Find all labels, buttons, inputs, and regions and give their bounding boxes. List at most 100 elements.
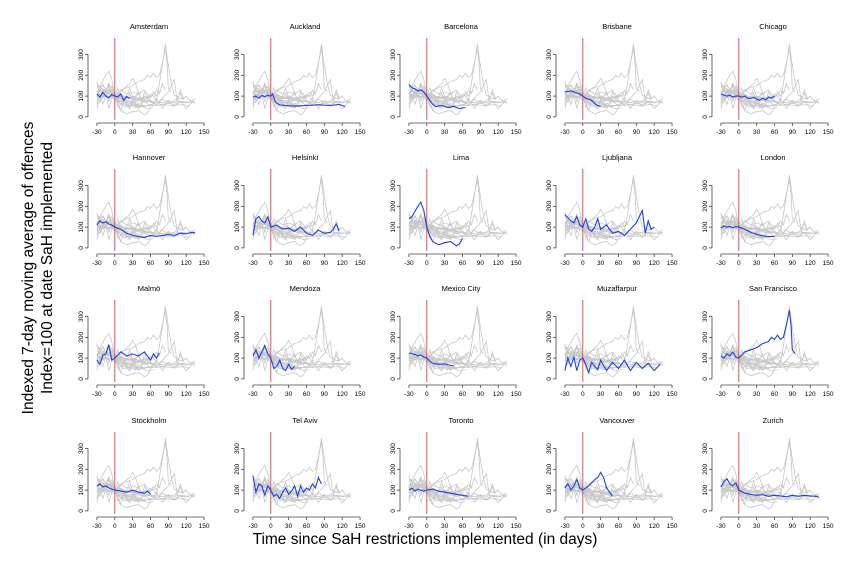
x-tick-label: 120 [337,129,348,136]
highlight-series-line [720,310,796,359]
highlight-series-line [564,354,661,375]
x-tick-label: -30 [248,391,258,398]
panel-title: Toronto [448,416,473,425]
highlight-series-line [96,344,160,366]
background-series-line [408,343,478,368]
x-tick-label: 30 [129,260,137,267]
background-series-line [408,215,508,235]
x-tick-label: 120 [805,523,816,530]
background-series-line [408,438,508,496]
x-tick-label: 60 [771,129,779,136]
panel-stockholm: Stockholm 0 100 200 300 -30 0 30 60 90 120 150 [78,416,210,530]
background-series-line [720,77,769,103]
y-tick-label: 200 [702,464,709,475]
x-tick-label: 120 [493,129,504,136]
y-tick-label: 200 [78,70,85,81]
y-tick-label: 300 [234,443,241,454]
x-tick-label: 90 [477,129,485,136]
background-series-line [720,475,790,500]
y-tick-label: 100 [390,352,397,363]
background-series-line [564,220,619,232]
x-tick-label: 0 [425,129,429,136]
background-series-line [408,483,463,495]
x-tick-label: 90 [477,523,485,530]
panel-brisbane: Brisbane 0 100 200 300 -30 0 30 60 90 120 150 [546,22,678,136]
panel-title: Stockholm [131,416,166,425]
x-tick-label: -30 [716,391,726,398]
y-tick-label: 300 [78,443,85,454]
background-series-line [96,84,196,104]
x-tick-label: 30 [597,391,605,398]
y-tick-label: 100 [78,221,85,232]
background-series-line [96,208,145,234]
background-series-line [564,351,619,363]
panel-hannover: Hannover 0 100 200 300 -30 0 30 60 90 120 150 [78,153,210,267]
panel-title: London [760,153,785,162]
x-tick-label: 90 [477,260,485,267]
x-tick-label: 60 [615,523,623,530]
y-tick-label: 0 [390,115,397,119]
x-tick-label: 30 [753,523,761,530]
x-tick-label: -30 [92,523,102,530]
x-tick-label: -30 [716,129,726,136]
x-tick-label: 90 [165,523,173,530]
background-series-line [720,339,769,365]
y-tick-label: 0 [234,509,241,513]
y-tick-label: 200 [234,464,241,475]
x-tick-label: 30 [597,260,605,267]
x-tick-label: 150 [511,391,522,398]
y-tick-label: 200 [234,201,241,212]
panel-mexico-city: Mexico City 0 100 200 300 -30 0 30 60 90 120 150 [390,284,522,398]
y-tick-label: 200 [78,332,85,343]
background-series-line [408,224,505,243]
background-series-line [408,212,478,237]
y-tick-label: 0 [702,246,709,250]
highlight-series-line [564,208,655,237]
x-tick-label: 60 [147,129,155,136]
x-tick-label: 0 [737,523,741,530]
x-tick-label: 60 [459,129,467,136]
x-tick-label: 90 [789,523,797,530]
x-tick-label: 120 [337,391,348,398]
x-tick-label: 60 [147,523,155,530]
x-tick-label: 0 [737,391,741,398]
background-series-line [252,478,352,498]
background-series-line [720,93,817,112]
y-tick-label: 200 [78,201,85,212]
x-tick-label: 90 [789,391,797,398]
y-tick-label: 300 [546,443,553,454]
background-series-line [720,224,817,243]
panel-san-francisco: San Francisco 0 100 200 300 -30 0 30 60 90 120 150 [702,284,834,398]
y-tick-label: 100 [78,90,85,101]
x-tick-label: 30 [285,523,293,530]
panel-zurich: Zurich 0 100 200 300 -30 0 30 60 90 120 150 [702,416,834,530]
background-series-line [564,212,634,237]
x-tick-label: 150 [667,523,678,530]
panel-tel-aviv: Tel Aviv 0 100 200 300 -30 0 30 60 90 120 150 [234,416,366,530]
background-series-line [564,93,661,112]
panel-title: Chicago [759,22,787,31]
y-tick-label: 200 [390,201,397,212]
background-series-line [408,306,508,364]
y-tick-label: 0 [234,246,241,250]
background-series-line [408,44,508,102]
background-series-line [96,175,196,233]
background-series-line [252,44,352,102]
background-series-line [564,306,664,364]
background-series-line [408,475,478,500]
x-tick-label: 90 [165,391,173,398]
panel-title: San Francisco [749,284,797,293]
x-tick-label: 90 [477,391,485,398]
panel-london: London 0 100 200 300 -30 0 30 60 90 120 150 [702,153,834,267]
highlight-series-line [720,93,775,101]
y-tick-label: 200 [546,70,553,81]
background-series-line [408,208,457,234]
background-series-line [564,339,613,365]
x-tick-label: 30 [753,129,761,136]
y-tick-label: 300 [78,49,85,60]
x-tick-label: 30 [753,260,761,267]
panel-lima: Lima 0 100 200 300 -30 0 30 60 90 120 150 [390,153,522,267]
x-tick-label: -30 [716,523,726,530]
panel-title: Auckland [290,22,321,31]
background-series-line [252,483,307,495]
